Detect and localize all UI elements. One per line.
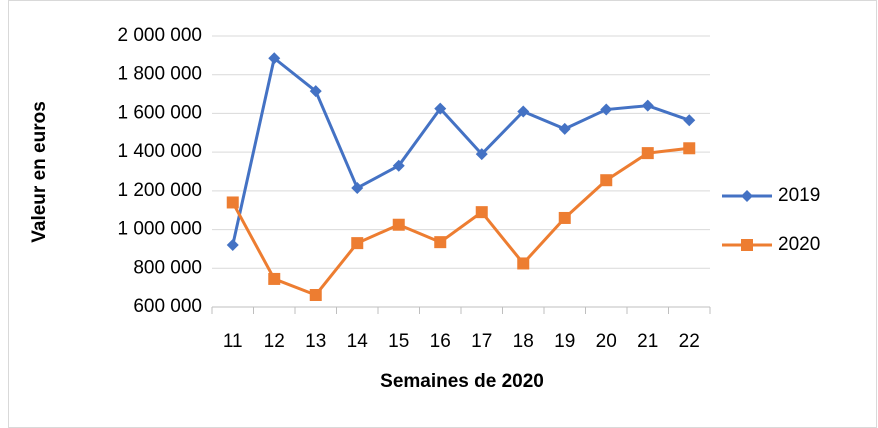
x-tick-label: 17 <box>471 331 492 352</box>
x-tick-label: 11 <box>223 331 243 352</box>
y-tick-label: 1 200 000 <box>117 180 202 201</box>
legend-marker <box>741 190 753 202</box>
x-axis-title: Semaines de 2020 <box>380 371 544 392</box>
y-tick-label: 1 000 000 <box>117 219 202 240</box>
data-point <box>600 174 613 187</box>
data-point <box>475 206 488 219</box>
data-point <box>434 102 447 115</box>
data-point <box>558 211 571 224</box>
y-tick-label: 2 000 000 <box>117 25 202 46</box>
legend-label: 2020 <box>778 234 820 255</box>
data-point <box>392 159 405 172</box>
y-tick-label: 1 800 000 <box>117 64 202 85</box>
x-tick-label: 22 <box>679 331 700 352</box>
x-tick-label: 19 <box>554 331 575 352</box>
series-line <box>231 56 690 246</box>
data-point <box>226 239 239 252</box>
data-point <box>351 181 364 194</box>
data-point <box>268 272 281 285</box>
x-tick-label: 18 <box>513 331 534 352</box>
series-line <box>231 146 690 297</box>
data-point <box>558 122 571 135</box>
chart-frame <box>8 0 877 428</box>
data-point <box>683 114 696 127</box>
data-point <box>600 103 613 116</box>
data-point <box>683 142 696 155</box>
data-point <box>517 257 530 270</box>
y-axis-title: Valeur en euros <box>29 101 50 243</box>
data-point <box>641 147 654 160</box>
data-point <box>309 85 322 98</box>
data-point <box>268 52 281 65</box>
legend-label: 2019 <box>778 185 820 206</box>
y-tick-label: 1 400 000 <box>117 141 202 162</box>
x-tick-label: 12 <box>264 331 285 352</box>
x-tick-label: 20 <box>596 331 617 352</box>
data-point <box>226 196 239 209</box>
data-point <box>641 99 654 112</box>
legend-marker <box>741 239 753 251</box>
x-tick-label: 15 <box>388 331 409 352</box>
x-tick-label: 21 <box>637 331 658 352</box>
data-point <box>434 236 447 249</box>
x-tick-label: 13 <box>305 331 326 352</box>
x-tick-label: 14 <box>347 331 369 352</box>
data-point <box>392 218 405 231</box>
data-point <box>517 105 530 118</box>
data-point <box>309 288 322 301</box>
y-tick-label: 1 600 000 <box>117 102 202 123</box>
y-tick-label: 800 000 <box>133 257 202 278</box>
data-point <box>351 237 364 250</box>
x-tick-label: 16 <box>430 331 451 352</box>
data-point <box>475 148 488 161</box>
y-tick-label: 600 000 <box>133 296 202 317</box>
